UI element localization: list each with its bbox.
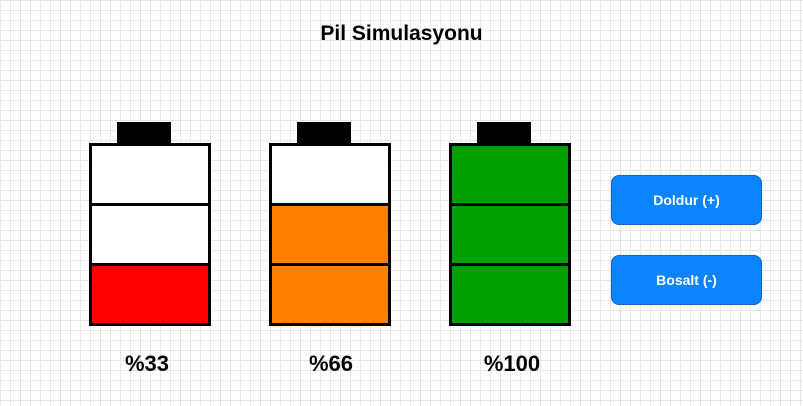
battery-cell-bottom [452,266,568,323]
battery-3 [449,122,571,326]
battery-cell-bottom [92,266,208,323]
battery-cell-middle [92,206,208,263]
battery-1 [89,122,211,326]
battery-body [449,143,571,326]
battery-cell-top [452,146,568,203]
battery-body [269,143,391,326]
battery-terminal [477,122,531,143]
battery-terminal [297,122,351,143]
battery-2-percent: %66 [308,351,354,376]
drain-button[interactable]: Bosalt (-) [611,255,762,305]
battery-cell-top [92,146,208,203]
battery-cell-middle [272,206,388,263]
battery-3-percent: %100 [483,351,541,376]
battery-terminal [117,122,171,143]
battery-1-percent: %33 [124,351,170,376]
battery-cell-bottom [272,266,388,323]
battery-cell-middle [452,206,568,263]
page-title: Pil Simulasyonu [320,22,483,45]
battery-cell-top [272,146,388,203]
battery-2 [269,122,391,326]
fill-button[interactable]: Doldur (+) [611,175,762,225]
battery-body [89,143,211,326]
